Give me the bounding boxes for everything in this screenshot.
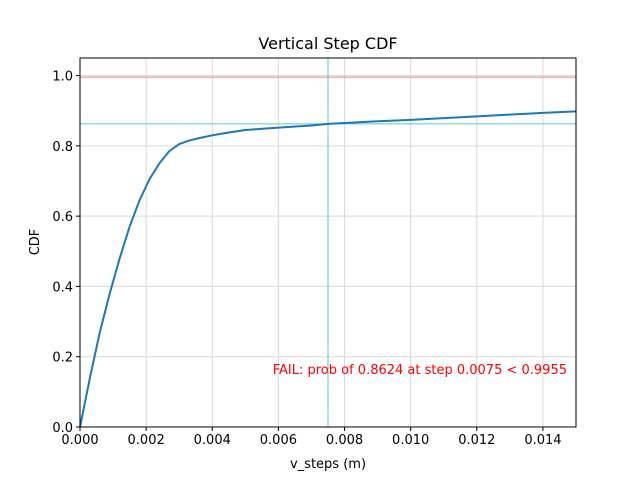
x-tick-label: 0.004: [194, 433, 231, 448]
y-tick-label: 0.8: [52, 140, 73, 155]
x-tick-label: 0.000: [61, 433, 98, 448]
chart-title: Vertical Step CDF: [258, 34, 397, 53]
y-axis-ticks: 0.0 0.2 0.4 0.6 0.8 1.0: [52, 70, 80, 436]
x-axis-label: v_steps (m): [290, 457, 366, 472]
x-tick-label: 0.002: [128, 433, 165, 448]
x-tick-label: 0.010: [392, 433, 429, 448]
cdf-series-line: [79, 110, 577, 428]
x-tick-label: 0.006: [260, 433, 297, 448]
x-tick-label: 0.014: [524, 433, 561, 448]
fail-annotation: FAIL: prob of 0.8624 at step 0.0075 < 0.…: [273, 363, 567, 378]
y-tick-label: 0.4: [52, 280, 73, 295]
y-tick-label: 1.0: [52, 70, 73, 85]
y-axis-label: CDF: [28, 229, 43, 256]
y-tick-label: 0.6: [52, 210, 73, 225]
series-group: [79, 110, 577, 428]
y-tick-label: 0.0: [52, 421, 73, 436]
x-tick-label: 0.012: [458, 433, 495, 448]
x-axis-ticks: 0.000 0.002 0.004 0.006 0.008 0.010 0.012 0.014: [61, 427, 562, 448]
x-tick-label: 0.008: [326, 433, 363, 448]
y-tick-label: 0.2: [52, 351, 73, 366]
plot-frame: [79, 57, 577, 428]
